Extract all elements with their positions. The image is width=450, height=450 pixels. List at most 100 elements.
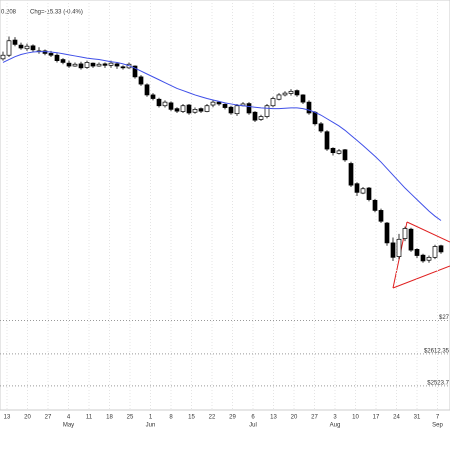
candle-body (210, 101, 216, 106)
candle-body (420, 254, 426, 262)
x-tick-label: 13 (270, 415, 277, 421)
candle-body (0, 54, 6, 60)
candle-body (432, 246, 438, 258)
candle-body (324, 131, 330, 150)
candle-body (144, 84, 150, 96)
candle-body (102, 63, 108, 66)
candle-body (6, 40, 12, 56)
candle-body (408, 228, 414, 251)
candle-body (258, 116, 264, 120)
x-tick-label: 24 (393, 415, 400, 421)
x-tick-label: 13 (4, 415, 11, 421)
candle-body (270, 98, 276, 107)
x-tick-label: 10 (352, 415, 359, 421)
x-tick-label: 8 (169, 415, 173, 421)
candle-body (78, 63, 84, 69)
candle-body (108, 62, 114, 66)
x-tick-label: 6 (251, 415, 255, 421)
x-month-label: Jul (249, 423, 257, 429)
candle-body (282, 92, 288, 96)
candle-body (354, 183, 360, 193)
plot-area (0, 0, 450, 411)
candle-body (90, 62, 96, 67)
candle-body (180, 105, 186, 112)
candle-body (246, 103, 252, 114)
x-month-label: Aug (330, 423, 341, 429)
candle-body (186, 104, 192, 114)
x-tick-label: 4 (67, 415, 71, 421)
level-label: $2523.7 (427, 381, 449, 387)
trend-line (406, 221, 450, 243)
x-tick-label: 31 (414, 415, 421, 421)
candle-body (426, 256, 432, 261)
candle-body (318, 123, 324, 132)
x-tick-label: 22 (209, 415, 216, 421)
candle-body (414, 249, 420, 256)
header-change: Chg=-15.33 (-0.4%) (30, 10, 83, 16)
candle-body (24, 45, 30, 50)
candle-body (348, 163, 354, 186)
candle-body (216, 101, 222, 105)
candle-body (366, 187, 372, 200)
candle-body (162, 101, 168, 107)
header-value: 0.208 (1, 10, 17, 16)
candle-body (378, 210, 384, 222)
x-tick-label: 20 (24, 415, 31, 421)
x-tick-label: 11 (86, 415, 93, 421)
candle-body (360, 188, 366, 194)
x-month-label: Sep (432, 423, 443, 429)
candle-body (60, 59, 66, 63)
moving-average (2, 51, 442, 221)
candle-body (132, 65, 138, 78)
candle-body (66, 62, 72, 67)
candle-body (228, 106, 234, 114)
candle-body (114, 63, 120, 67)
x-month-label: May (63, 423, 74, 429)
candle-body (372, 199, 378, 211)
x-tick-label: 17 (373, 415, 380, 421)
candle-body (174, 108, 180, 112)
candle-body (384, 222, 390, 244)
candle-body (300, 94, 306, 103)
candle-body (390, 242, 396, 258)
candle-body (234, 105, 240, 115)
x-tick-label: 18 (106, 415, 113, 421)
level-label: $27 (439, 315, 450, 321)
candle-body (96, 63, 102, 67)
x-month-label: Jun (146, 423, 156, 429)
candle-body (150, 94, 156, 99)
candle-body (48, 53, 54, 56)
candle-body (252, 111, 258, 121)
x-tick-label: 25 (127, 415, 134, 421)
level-label: $2612.35 (424, 349, 450, 355)
candle-body (168, 102, 174, 110)
candle-body (12, 39, 18, 45)
x-tick-label: 15 (188, 415, 195, 421)
candle-body (342, 149, 348, 161)
candle-body (222, 103, 228, 108)
candle-body (84, 62, 90, 68)
candle-body (330, 147, 336, 154)
x-tick-label: 3 (333, 415, 337, 421)
candle-body (312, 111, 318, 125)
candle-body (402, 228, 408, 239)
x-tick-label: 20 (291, 415, 298, 421)
trend-line (392, 265, 450, 289)
candle-body (294, 90, 300, 96)
candle-body (306, 101, 312, 114)
candle-body (276, 94, 282, 100)
candle-body (396, 238, 402, 257)
x-tick-label: 27 (311, 415, 318, 421)
x-tick-label: 27 (45, 415, 52, 421)
candle-body (72, 63, 78, 67)
candle-body (288, 90, 294, 94)
candle-body (264, 105, 270, 117)
candle-body (204, 105, 210, 112)
x-tick-label: 1 (149, 415, 153, 421)
candle-body (18, 44, 24, 49)
x-tick-label: 7 (436, 415, 440, 421)
candle-body (198, 108, 204, 112)
candle-body (138, 76, 144, 85)
candle-body (438, 245, 444, 253)
